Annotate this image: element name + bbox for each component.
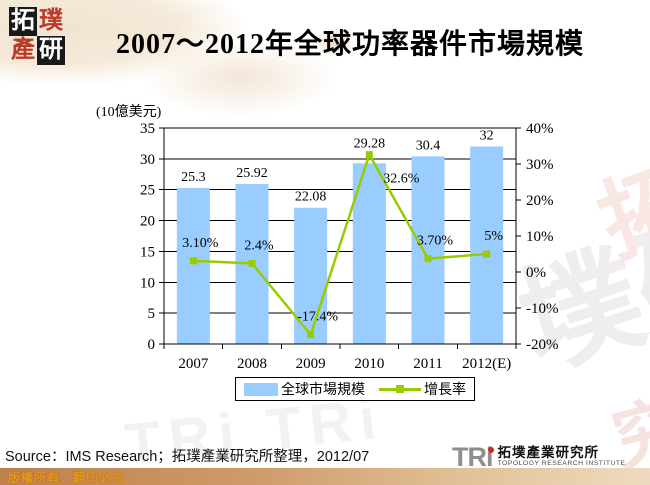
bar-2012(E) bbox=[470, 146, 504, 344]
background-texture bbox=[0, 0, 420, 130]
bar-2007 bbox=[176, 187, 210, 344]
bar-2010 bbox=[352, 163, 386, 344]
bar-value-label-2011: 30.4 bbox=[416, 138, 441, 153]
x-axis-label-2008: 2008 bbox=[237, 356, 267, 372]
tri-logo: TRi 拓墣產業研究所 TOPOLOGY RESEARCH INSTITUTE bbox=[452, 442, 626, 472]
left-axis-tick-label: 30 bbox=[140, 152, 155, 168]
legend-line-swatch bbox=[379, 383, 421, 395]
growth-marker-2011 bbox=[424, 255, 432, 263]
growth-value-label-2009: -17.4% bbox=[297, 310, 338, 325]
growth-marker-2012(E) bbox=[483, 250, 491, 258]
left-axis-tick-label: 15 bbox=[140, 244, 155, 260]
growth-marker-2007 bbox=[189, 257, 197, 265]
legend-label-growth-rate: 增長率 bbox=[424, 383, 466, 398]
copyright-strip: 版權所有．翻印必究 bbox=[0, 468, 650, 485]
left-axis-tick-label: 0 bbox=[148, 337, 156, 353]
bar-2011 bbox=[411, 156, 445, 344]
x-axis-label-2011: 2011 bbox=[413, 356, 442, 372]
logo-char: 拓 bbox=[9, 7, 37, 36]
x-axis-label-2009: 2009 bbox=[296, 356, 326, 372]
x-axis-label-2010: 2010 bbox=[354, 356, 384, 372]
growth-marker-2010 bbox=[365, 151, 373, 159]
growth-value-label-2011: 3.70% bbox=[417, 234, 454, 249]
bar-value-label-2012(E): 32 bbox=[480, 129, 494, 144]
growth-value-label-2010: 32.6% bbox=[383, 172, 420, 187]
tri-acronym-text: TRi bbox=[452, 442, 493, 472]
logo-char: 研 bbox=[37, 36, 65, 65]
left-axis-tick-label: 35 bbox=[140, 121, 155, 137]
x-axis-label-2012(E): 2012(E) bbox=[462, 356, 511, 372]
market-size-chart: (10億美元) 0 5 10 15 20 25 30 35 -20% -10% 0% 10% 20% 30%… bbox=[96, 104, 559, 372]
bar-value-label-2008: 25.92 bbox=[236, 166, 268, 181]
right-axis-tick-label: -10% bbox=[526, 301, 559, 317]
x-axis-label-2007: 2007 bbox=[178, 356, 209, 372]
source-note: Source：IMS Research；拓璞產業研究所整理，2012/07 bbox=[5, 449, 370, 465]
tri-name-en: TOPOLOGY RESEARCH INSTITUTE bbox=[497, 460, 626, 467]
right-axis-tick-label: 20% bbox=[526, 193, 554, 209]
legend-label-market-size: 全球市場規模 bbox=[281, 383, 365, 398]
left-axis-unit-label: (10億美元) bbox=[96, 104, 162, 120]
left-axis-tick-label: 25 bbox=[140, 183, 155, 199]
topology-brand-logo: 拓 璞 產 研 bbox=[9, 7, 65, 65]
page-title: 2007～2012年全球功率器件市場規模 bbox=[115, 29, 584, 60]
right-axis-tick-label: 10% bbox=[526, 229, 554, 245]
tri-red-dot-icon bbox=[488, 447, 494, 453]
bar-value-label-2007: 25.3 bbox=[181, 170, 206, 185]
right-axis-tick-label: -20% bbox=[526, 337, 559, 353]
right-axis-tick-label: 40% bbox=[526, 121, 554, 137]
tri-acronym: TRi bbox=[452, 442, 494, 472]
bar-value-label-2009: 22.08 bbox=[295, 190, 327, 205]
copyright-text: 版權所有．翻印必究 bbox=[8, 471, 126, 485]
left-axis-tick-label: 20 bbox=[140, 214, 155, 230]
left-axis-tick-label: 10 bbox=[140, 275, 155, 291]
growth-marker-2009 bbox=[307, 331, 315, 339]
logo-char: 璞 bbox=[39, 8, 63, 34]
tri-name-zh: 拓墣產業研究所 bbox=[497, 445, 599, 460]
bar-value-label-2010: 29.28 bbox=[354, 137, 386, 152]
growth-value-label-2008: 2.4% bbox=[244, 238, 274, 253]
growth-marker-2008 bbox=[248, 259, 256, 267]
growth-line bbox=[193, 151, 487, 338]
left-axis-tick-label: 5 bbox=[148, 306, 156, 322]
logo-char: 產 bbox=[11, 37, 35, 63]
growth-value-label-2012(E): 5% bbox=[484, 229, 503, 244]
right-axis-tick-label: 0% bbox=[526, 265, 546, 281]
right-axis-tick-label: 30% bbox=[526, 157, 554, 173]
legend-bar-swatch bbox=[244, 382, 278, 396]
chart-legend: 全球市場規模 增長率 bbox=[235, 377, 475, 401]
legend-line-marker bbox=[396, 385, 404, 393]
growth-value-label-2007: 3.10% bbox=[182, 236, 219, 251]
